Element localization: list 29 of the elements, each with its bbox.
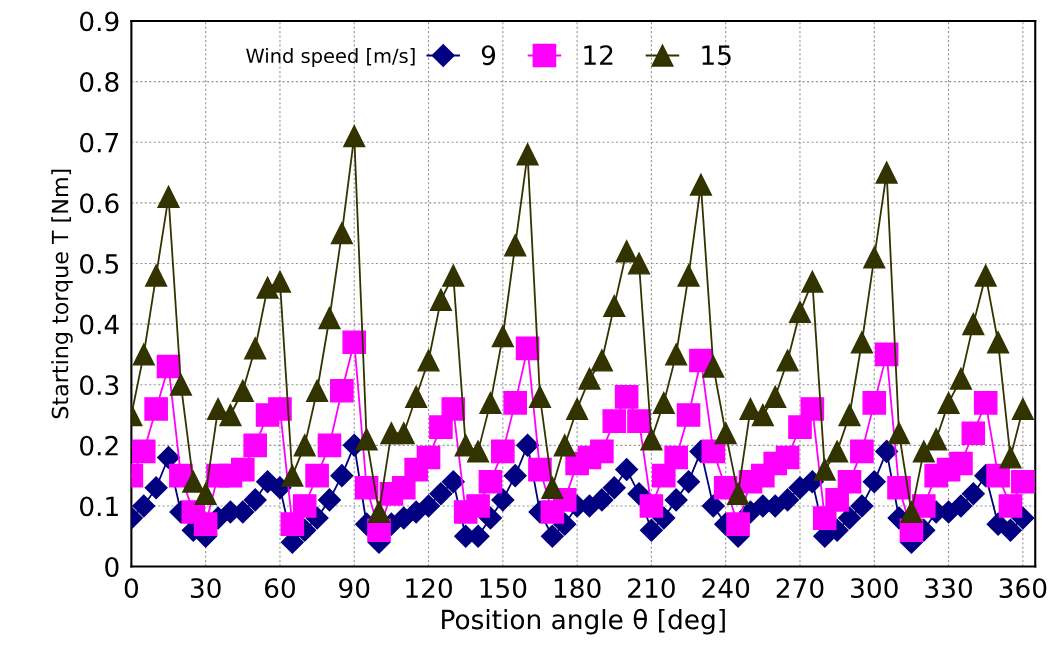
y-tick-label: 0.8 [80, 72, 119, 92]
y-tick-label: 0.1 [80, 496, 118, 517]
y-tick-label: 0.5 [80, 253, 118, 274]
y-tick-label: 0.4 [80, 314, 119, 335]
y-tick-label: 0.3 [80, 375, 119, 396]
y-tick-label: 0.9 [80, 11, 119, 32]
legend-label: 12 [584, 45, 613, 65]
y-tick-label: 0.6 [80, 193, 119, 214]
y-tick-label: 0.2 [80, 435, 118, 456]
legend-label: 9 [481, 45, 496, 66]
x-tick-label: 330 [925, 578, 972, 599]
x-axis-title: Position angle θ [deg] [442, 608, 725, 635]
x-tick-label: 360 [999, 578, 1047, 599]
y-tick-label: 0 [105, 557, 119, 577]
x-tick-label: 270 [776, 578, 824, 599]
x-tick-label: 30 [190, 578, 221, 599]
y-axis-title: Starting torque T [Nm] [51, 169, 73, 419]
x-tick-label: 180 [554, 578, 601, 599]
x-tick-label: 0 [124, 578, 139, 599]
x-tick-label: 300 [851, 578, 898, 599]
legend-title: Wind speed [m/s] [246, 48, 415, 67]
x-tick-label: 210 [628, 578, 675, 599]
x-tick-label: 90 [339, 578, 370, 599]
legend-label: 15 [702, 45, 731, 66]
x-tick-label: 240 [702, 578, 750, 599]
x-tick-label: 60 [265, 578, 295, 599]
x-tick-label: 120 [406, 578, 452, 599]
x-tick-label: 150 [480, 578, 527, 599]
y-tick-label: 0.7 [80, 132, 119, 153]
